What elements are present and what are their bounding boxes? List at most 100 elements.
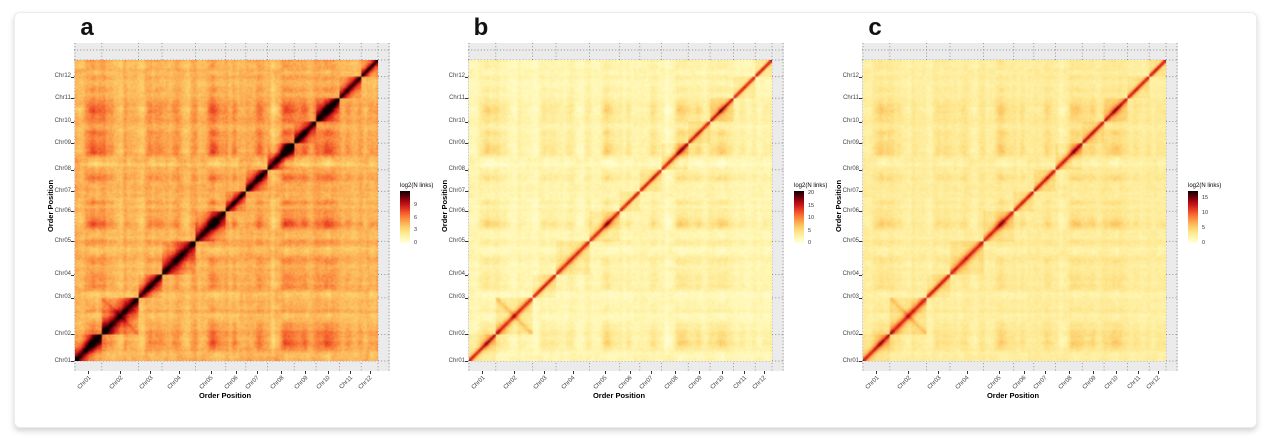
y-tick-mark <box>859 361 862 362</box>
x-tick-mark <box>650 371 652 374</box>
x-tick-mark <box>369 371 371 374</box>
x-tick-label: Chr09 <box>1081 375 1098 391</box>
x-tick-mark <box>629 371 631 374</box>
x-tick-label: Chr08 <box>663 375 680 391</box>
panel-a-letter: a <box>80 14 94 41</box>
panel-a-legend-title: log2(N links) <box>400 183 434 189</box>
y-tick-mark <box>859 191 862 193</box>
y-tick-label: Chr10 <box>54 118 71 125</box>
x-tick-label: Chr11 <box>733 375 749 391</box>
legend-tick-label: 9 <box>414 201 418 208</box>
y-tick-mark <box>465 241 468 243</box>
y-tick-label: Chr12 <box>842 73 859 80</box>
y-tick-mark <box>71 143 74 145</box>
x-tick-label: Chr12 <box>752 375 768 391</box>
y-tick-mark <box>71 169 74 171</box>
panel-c-x-axis-title: Order Position <box>986 391 1040 400</box>
y-tick-label: Chr07 <box>448 187 465 194</box>
y-tick-mark <box>465 121 468 123</box>
x-tick-label: Chr08 <box>1057 375 1074 391</box>
x-tick-label: Chr07 <box>1033 375 1049 391</box>
heatmap-panel-b: b Order Position Chr01 Chr02 Chr03 Chr04 Chr… <box>423 13 827 427</box>
y-tick-mark <box>465 274 468 276</box>
y-tick-mark <box>465 76 468 78</box>
panel-a-legend: log2(N links) 9 6 3 0 <box>400 13 446 293</box>
x-tick-mark <box>1157 371 1159 374</box>
y-tick-mark <box>71 191 74 193</box>
x-tick-label: Chr02 <box>896 375 913 391</box>
legend-tick-label: 10 <box>808 215 815 222</box>
y-tick-mark <box>859 241 862 243</box>
x-tick-mark <box>256 371 258 374</box>
y-tick-label: Chr02 <box>448 330 465 337</box>
x-tick-mark <box>966 371 968 374</box>
x-tick-label: Chr06 <box>618 375 634 391</box>
x-tick-label: Chr07 <box>639 375 655 391</box>
y-tick-mark <box>71 211 74 213</box>
y-tick-mark <box>71 241 74 243</box>
y-tick-label: Chr05 <box>448 237 465 244</box>
y-tick-mark <box>465 361 468 362</box>
panel-a-plot-panel <box>74 43 390 371</box>
panel-b-legend-title: log2(N links) <box>794 183 828 189</box>
x-tick-label: Chr04 <box>167 375 184 391</box>
y-tick-label: Chr05 <box>54 237 71 244</box>
x-tick-mark <box>514 371 516 374</box>
y-tick-label: Chr05 <box>842 237 859 244</box>
x-tick-label: Chr07 <box>245 375 261 391</box>
y-tick-label: Chr06 <box>54 207 71 214</box>
x-tick-label: Chr05 <box>987 375 1003 391</box>
y-tick-mark <box>71 121 74 123</box>
x-tick-mark <box>305 371 307 374</box>
x-tick-mark <box>1093 371 1095 374</box>
x-tick-mark <box>1044 371 1046 374</box>
y-tick-label: Chr01 <box>448 357 465 364</box>
x-tick-mark <box>721 371 723 374</box>
y-tick-mark <box>71 361 74 362</box>
y-tick-mark <box>859 98 862 100</box>
x-tick-label: Chr04 <box>955 375 972 391</box>
y-tick-mark <box>71 297 74 299</box>
panel-a-x-axis-title: Order Position <box>198 391 252 400</box>
x-tick-mark <box>1138 371 1140 374</box>
x-tick-mark <box>88 371 90 374</box>
y-tick-mark <box>465 211 468 213</box>
x-tick-label: Chr11 <box>339 375 355 391</box>
y-tick-label: Chr11 <box>449 94 465 101</box>
y-tick-mark <box>465 191 468 193</box>
panel-a-legend-colorbar <box>400 191 410 243</box>
y-tick-mark <box>859 76 862 78</box>
y-tick-mark <box>465 169 468 171</box>
y-tick-label: Chr10 <box>448 118 465 125</box>
x-tick-label: Chr01 <box>864 375 881 391</box>
y-tick-label: Chr03 <box>54 294 71 301</box>
y-tick-label: Chr02 <box>842 330 859 337</box>
panel-b-legend-colorbar <box>794 191 804 243</box>
x-tick-label: Chr01 <box>76 375 93 391</box>
panel-b-x-axis-title: Order Position <box>592 391 646 400</box>
legend-tick-label: 15 <box>808 202 815 209</box>
x-tick-mark <box>744 371 746 374</box>
x-tick-mark <box>210 371 212 374</box>
legend-tick-label: 10 <box>1202 210 1209 217</box>
y-tick-label: Chr11 <box>55 94 71 101</box>
y-tick-label: Chr04 <box>54 271 71 278</box>
y-tick-mark <box>71 98 74 100</box>
legend-tick-label: 0 <box>808 240 812 246</box>
y-tick-mark <box>859 169 862 171</box>
panel-c-heatmap-canvas <box>863 60 1166 361</box>
y-tick-label: Chr01 <box>54 357 71 364</box>
x-tick-label: Chr06 <box>224 375 240 391</box>
y-tick-mark <box>71 76 74 78</box>
x-tick-mark <box>327 371 329 374</box>
x-tick-mark <box>908 371 910 374</box>
x-tick-label: Chr05 <box>199 375 215 391</box>
y-tick-mark <box>465 297 468 299</box>
x-tick-label: Chr08 <box>269 375 286 391</box>
x-tick-label: Chr12 <box>1146 375 1162 391</box>
x-tick-mark <box>938 371 940 374</box>
y-tick-mark <box>859 121 862 123</box>
x-tick-mark <box>120 371 122 374</box>
y-tick-mark <box>71 334 74 336</box>
panel-c-legend-colorbar <box>1188 191 1198 243</box>
